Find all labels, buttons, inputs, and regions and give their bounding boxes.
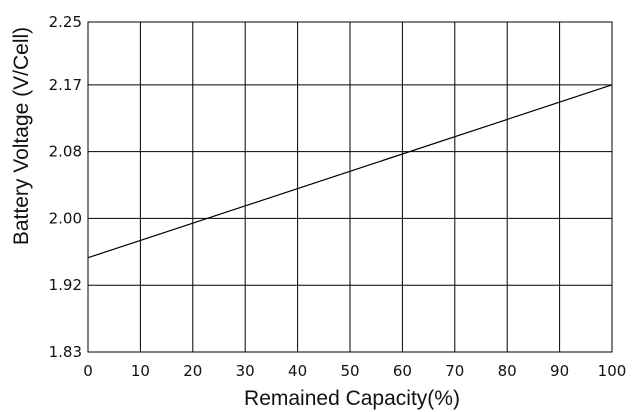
grid-lines <box>87 21 613 353</box>
plot-frame <box>87 21 613 353</box>
y-tick-label: 2.25 <box>49 13 82 31</box>
x-tick-label: 70 <box>445 362 464 380</box>
series-line <box>87 84 613 259</box>
x-tick-label: 80 <box>498 362 517 380</box>
x-axis-title: Remained Capacity(%) <box>244 387 460 410</box>
x-tick-label: 10 <box>131 362 150 380</box>
x-tick-label: 30 <box>236 362 255 380</box>
x-tick-label: 60 <box>393 362 412 380</box>
y-tick-label: 1.92 <box>49 276 82 294</box>
y-tick-labels: 1.83 1.92 2.00 2.08 2.17 2.25 <box>49 13 82 361</box>
y-tick-label: 2.17 <box>49 76 82 94</box>
y-tick-label: 1.83 <box>49 343 82 361</box>
x-tick-label: 90 <box>550 362 569 380</box>
y-tick-label: 2.00 <box>49 209 82 227</box>
x-tick-label: 20 <box>183 362 202 380</box>
x-tick-label: 0 <box>83 362 93 380</box>
x-tick-label: 50 <box>340 362 359 380</box>
series-layer <box>87 84 613 259</box>
x-tick-label: 40 <box>288 362 307 380</box>
y-tick-label: 2.08 <box>49 143 82 161</box>
x-tick-label: 100 <box>598 362 627 380</box>
y-axis-title: Battery Voltage (V/Cell) <box>10 27 33 245</box>
x-tick-labels: 0 10 20 30 40 50 60 70 80 90 100 <box>83 362 626 380</box>
